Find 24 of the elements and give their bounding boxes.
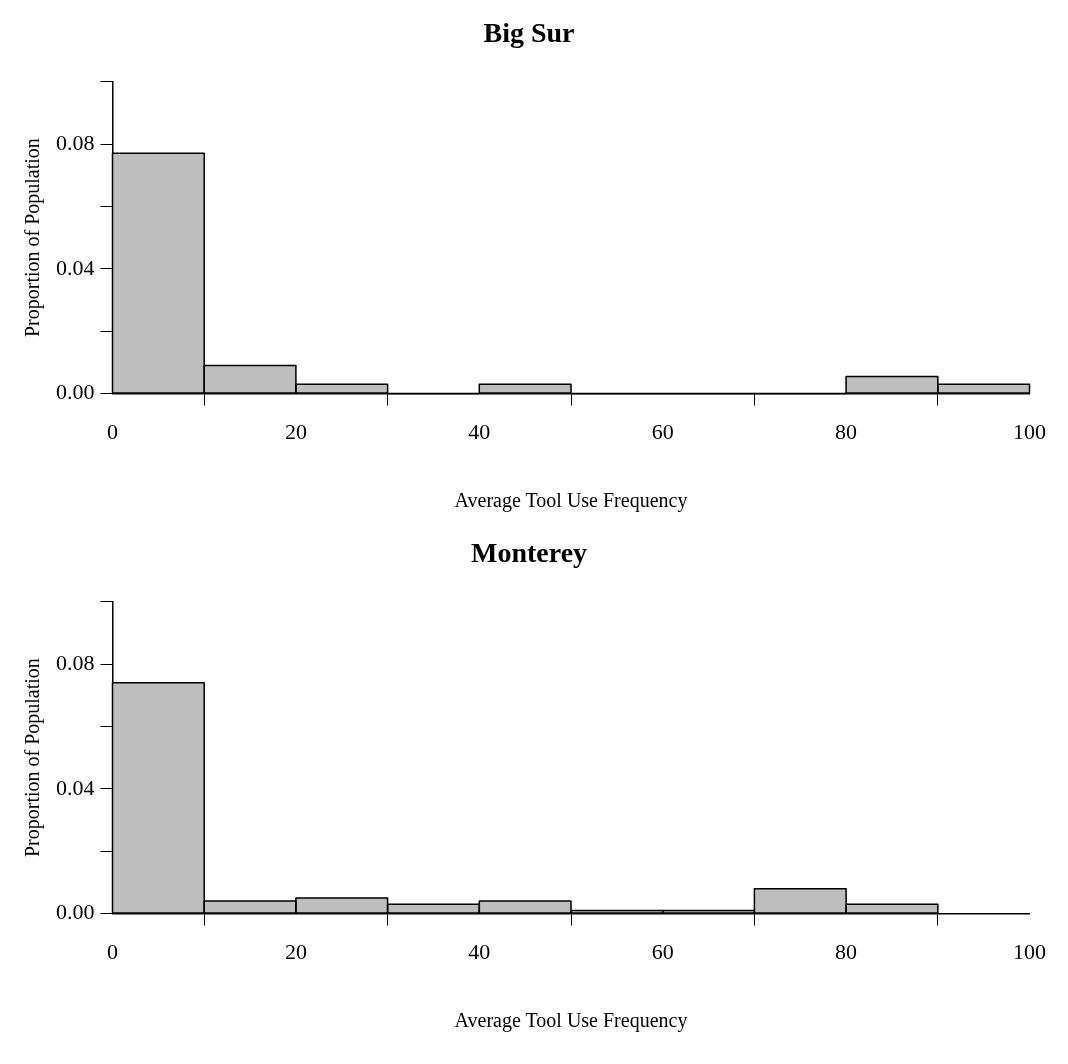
- x-tick-label: 100: [1013, 938, 1046, 964]
- chart-title: Big Sur: [483, 17, 575, 49]
- y-axis-title: Proportion of Population: [21, 658, 45, 858]
- y-tick-label: 0.04: [56, 774, 95, 800]
- x-tick-label: 0: [107, 938, 118, 964]
- x-tick-label: 20: [284, 938, 307, 964]
- y-axis-title: Proportion of Population: [21, 138, 45, 338]
- y-tick-label: 0.08: [56, 649, 95, 675]
- x-tick-label: 80: [835, 418, 858, 444]
- x-tick-label: 60: [651, 938, 674, 964]
- x-tick-label: 100: [1013, 418, 1046, 444]
- x-tick-label: 20: [284, 418, 307, 444]
- x-tick-label: 0: [107, 418, 118, 444]
- x-axis-title: Average Tool Use Frequency: [454, 489, 688, 513]
- x-tick-label: 60: [651, 418, 674, 444]
- y-tick-label: 0.00: [56, 899, 95, 925]
- y-tick-label: 0.00: [56, 379, 95, 405]
- y-tick-label: 0.04: [56, 254, 95, 280]
- x-tick-label: 40: [468, 938, 491, 964]
- x-axis-title: Average Tool Use Frequency: [454, 1009, 688, 1033]
- y-tick-label: 0.08: [56, 129, 95, 155]
- x-tick-label: 80: [835, 938, 858, 964]
- chart-title: Monterey: [470, 537, 588, 569]
- x-tick-label: 40: [468, 418, 491, 444]
